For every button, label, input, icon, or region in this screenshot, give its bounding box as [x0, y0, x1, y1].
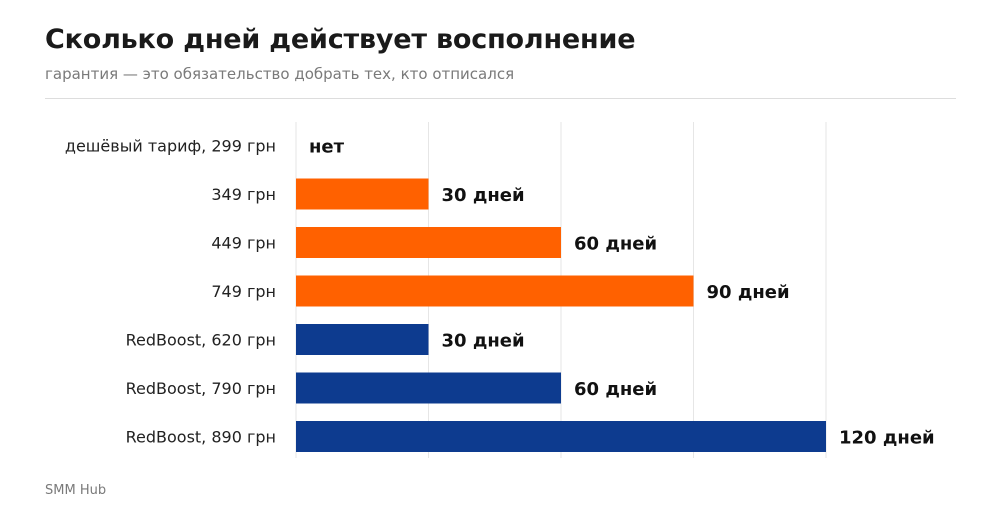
- bar: [296, 324, 429, 355]
- category-label: RedBoost, 890 грн: [126, 428, 276, 447]
- category-label: RedBoost, 620 грн: [126, 331, 276, 350]
- category-label: дешёвый тариф, 299 грн: [65, 137, 276, 156]
- category-label: RedBoost, 790 грн: [126, 379, 276, 398]
- value-label: 30 дней: [442, 185, 525, 206]
- value-label: 60 дней: [574, 234, 657, 255]
- value-label: 90 дней: [707, 282, 790, 303]
- category-label: 349 грн: [211, 185, 276, 204]
- category-label: 749 грн: [211, 282, 276, 301]
- chart-title: Сколько дней действует восполнение: [45, 24, 636, 55]
- header-divider: [45, 98, 956, 99]
- bar: [296, 178, 429, 210]
- bar: [296, 372, 561, 404]
- value-label: 60 дней: [574, 379, 657, 400]
- bar: [296, 421, 826, 452]
- value-label: 120 дней: [839, 428, 935, 449]
- source-credit: SMM Hub: [45, 483, 107, 498]
- bar: [296, 227, 561, 258]
- bar: [296, 275, 694, 307]
- category-label: 449 грн: [211, 234, 276, 253]
- chart-subtitle: гарантия — это обязательство добрать тех…: [45, 65, 515, 83]
- value-label: 30 дней: [442, 331, 525, 352]
- value-label: нет: [309, 137, 345, 158]
